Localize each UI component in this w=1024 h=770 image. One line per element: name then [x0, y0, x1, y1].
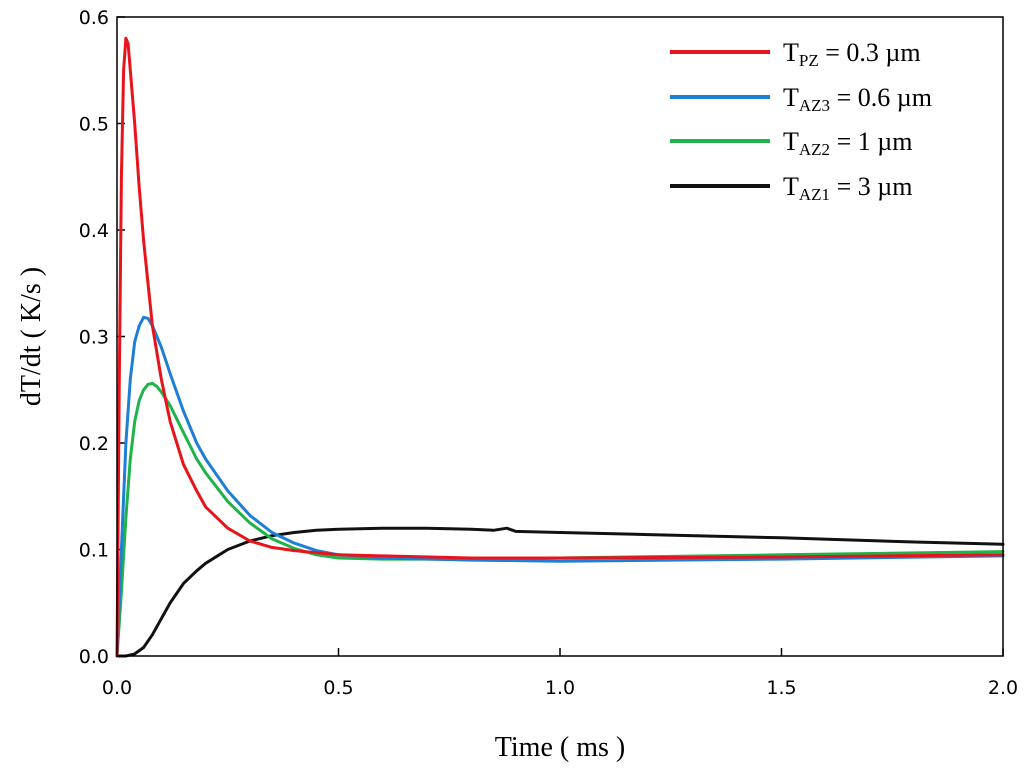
- x-tick-label: 0.5: [323, 677, 353, 699]
- x-tick-label: 1.5: [766, 677, 796, 699]
- y-tick-label: 0.0: [79, 646, 109, 668]
- x-tick-label: 0.0: [102, 677, 132, 699]
- plot-frame: [116, 16, 1004, 657]
- y-tick-label: 0.6: [79, 7, 109, 29]
- series-line-pz: [115, 36, 1005, 658]
- y-tick-label: 0.1: [79, 540, 109, 562]
- legend-label-az1: TAZ1 = 3 µm: [783, 172, 912, 204]
- x-tick-label: 2.0: [988, 677, 1018, 699]
- legend-label-az3: TAZ3 = 0.6 µm: [783, 83, 932, 115]
- legend-label-pz: TPZ = 0.3 µm: [783, 38, 921, 70]
- series-line-az3: [115, 315, 1005, 658]
- plot-series: [115, 36, 1005, 658]
- y-tick-label: 0.3: [79, 327, 109, 349]
- y-tick-label: 0.4: [79, 220, 109, 242]
- x-tick-label: 1.0: [545, 677, 575, 699]
- x-axis-ticks: 0.0 0.5 1.0 1.5 2.0: [102, 648, 1018, 699]
- legend: TPZ = 0.3 µm TAZ3 = 0.6 µm TAZ2 = 1 µm TAZ1…: [670, 38, 932, 204]
- series-line-az1: [115, 526, 1005, 658]
- y-tick-label: 0.5: [79, 114, 109, 136]
- y-tick-label: 0.2: [79, 433, 109, 455]
- y-axis-title: dT/dt ( K/s ): [16, 267, 47, 406]
- x-axis-title: Time ( ms ): [495, 732, 625, 763]
- series-line-az2: [115, 381, 1005, 658]
- y-axis-ticks: 0.0 0.1 0.2 0.3 0.4 0.5 0.6: [79, 7, 125, 668]
- legend-label-az2: TAZ2 = 1 µm: [783, 127, 912, 159]
